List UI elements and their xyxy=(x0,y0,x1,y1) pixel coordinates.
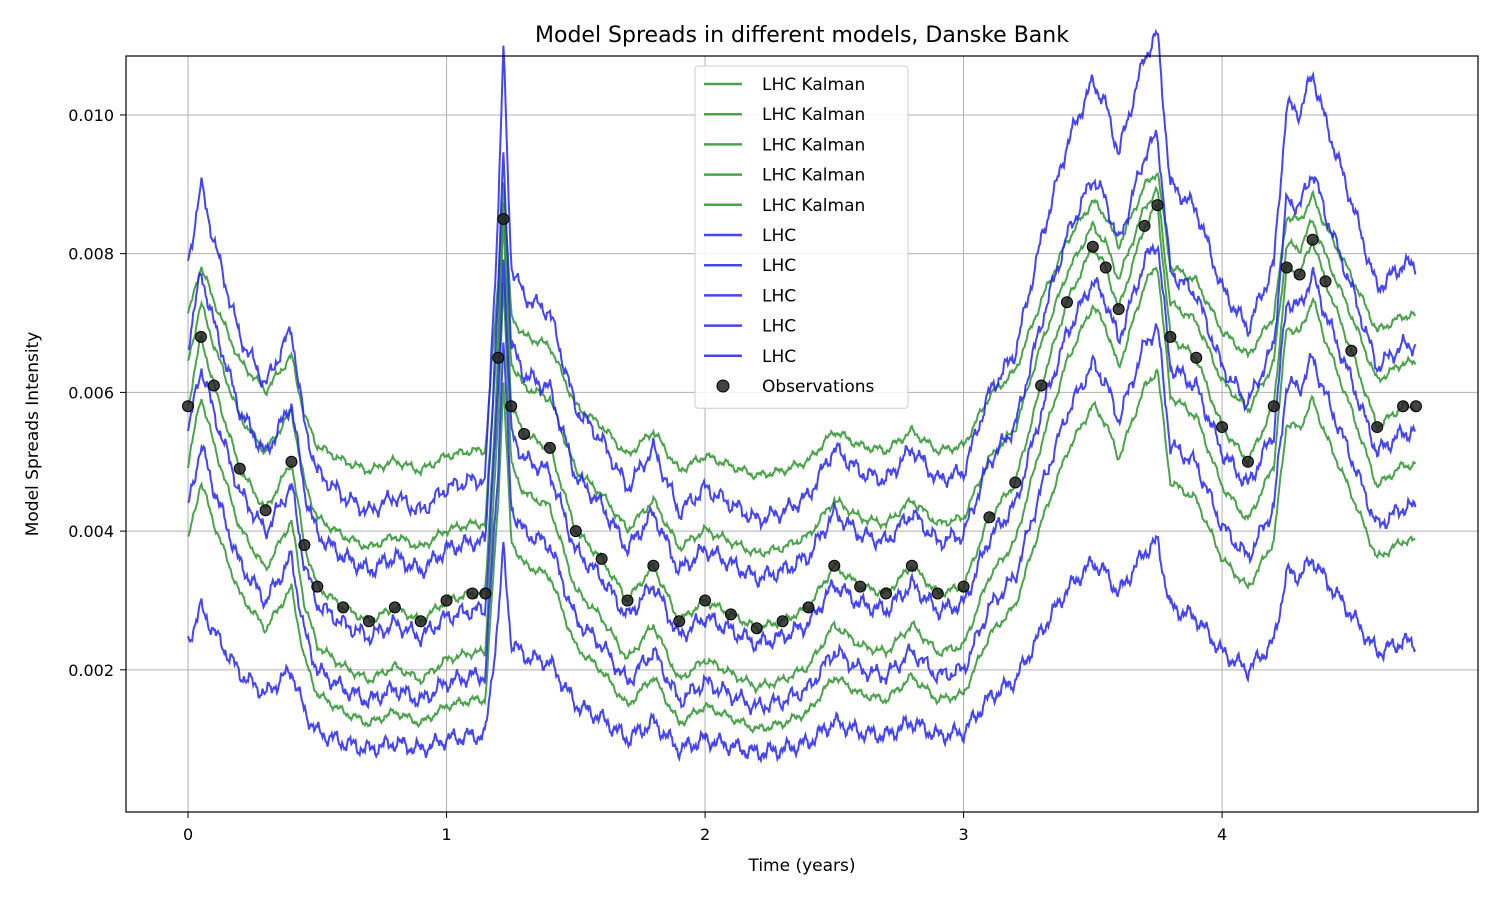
observation-point xyxy=(880,587,893,600)
legend-label: Observations xyxy=(762,377,875,397)
plot-frame xyxy=(125,55,1479,813)
observation-point xyxy=(298,538,311,551)
series-line-10 xyxy=(187,534,1417,765)
observation-point xyxy=(311,580,324,593)
observation-point xyxy=(828,559,841,572)
observation-point xyxy=(724,608,737,621)
y-tick-label: 0.008 xyxy=(68,245,114,264)
observation-point xyxy=(957,580,970,593)
observation-point xyxy=(1151,199,1164,212)
y-tick-label: 0.006 xyxy=(68,383,114,402)
observation-point xyxy=(750,622,763,635)
chart-title: Model Spreads in different models, Dansk… xyxy=(535,23,1069,48)
series-layer xyxy=(187,28,1417,765)
observation-point xyxy=(1035,379,1048,392)
series-line-9 xyxy=(187,323,1417,717)
legend-label: LHC Kalman xyxy=(762,105,865,125)
x-tick-label: 1 xyxy=(441,825,451,844)
legend-label: LHC xyxy=(762,286,796,306)
y-axis-label: Model Spreads Intensity xyxy=(23,332,43,537)
observation-point xyxy=(621,594,634,607)
observation-point xyxy=(1267,400,1280,413)
y-tick-label: 0.010 xyxy=(68,106,114,125)
observation-point xyxy=(1060,296,1073,309)
observation-point xyxy=(497,212,510,225)
series-line-1 xyxy=(187,172,1417,481)
observation-point xyxy=(1190,351,1203,364)
observation-point xyxy=(492,351,505,364)
x-tick-label: 0 xyxy=(183,825,193,844)
observation-point xyxy=(233,462,246,475)
observation-point xyxy=(1138,219,1151,232)
observation-point xyxy=(1345,344,1358,357)
observation-point xyxy=(362,615,375,628)
observation-point xyxy=(207,379,220,392)
legend-swatch xyxy=(716,379,730,393)
observation-point xyxy=(931,587,944,600)
observation-point xyxy=(569,525,582,538)
observation-point xyxy=(673,615,686,628)
legend-label: LHC Kalman xyxy=(762,196,865,216)
observation-point xyxy=(1371,421,1384,434)
x-tick-label: 4 xyxy=(1217,825,1227,844)
observation-point xyxy=(854,580,867,593)
observation-point xyxy=(479,587,492,600)
legend-label: LHC xyxy=(762,317,796,337)
observation-point xyxy=(595,552,608,565)
legend-box xyxy=(694,65,909,409)
observation-point xyxy=(1409,400,1422,413)
observation-point xyxy=(1280,261,1293,274)
legend-label: LHC xyxy=(762,347,796,367)
observation-point xyxy=(1306,233,1319,246)
observation-point xyxy=(388,601,401,614)
observation-point xyxy=(1112,303,1125,316)
observation-point xyxy=(1164,330,1177,343)
observation-point xyxy=(466,587,479,600)
series-line-7 xyxy=(187,129,1417,589)
x-tick-label: 2 xyxy=(700,825,710,844)
observation-point xyxy=(1293,268,1306,281)
observation-point xyxy=(802,601,815,614)
observation-point xyxy=(1397,400,1410,413)
legend-label: LHC Kalman xyxy=(762,166,865,186)
observation-point xyxy=(505,400,518,413)
legend-label: LHC xyxy=(762,256,796,276)
observation-point xyxy=(337,601,350,614)
observation-point xyxy=(182,400,195,413)
observations-layer xyxy=(182,199,1422,635)
observation-point xyxy=(1319,275,1332,288)
legend-label: LHC Kalman xyxy=(762,75,865,95)
legend-label: LHC xyxy=(762,226,796,246)
legend: LHC Kalman LHC Kalman LHC Kalman LHC Kalman… xyxy=(694,65,909,409)
observation-point xyxy=(1241,455,1254,468)
observation-point xyxy=(543,441,556,454)
series-line-8 xyxy=(187,242,1417,654)
observation-point xyxy=(983,511,996,524)
observation-point xyxy=(776,615,789,628)
observation-point xyxy=(1099,261,1112,274)
observation-point xyxy=(699,594,712,607)
observation-point xyxy=(905,559,918,572)
x-axis-label: Time (years) xyxy=(747,856,855,876)
observation-point xyxy=(285,455,298,468)
observation-point xyxy=(1086,240,1099,253)
observation-point xyxy=(194,330,207,343)
ticks: 0 1 2 3 4 0.002 0.004 0.006 0.008 0.010 xyxy=(68,106,1227,844)
x-tick-label: 3 xyxy=(958,825,968,844)
y-tick-label: 0.002 xyxy=(68,661,114,680)
series-line-5 xyxy=(187,367,1416,734)
observation-point xyxy=(1216,421,1229,434)
legend-label: LHC Kalman xyxy=(762,135,865,155)
observation-point xyxy=(414,615,427,628)
observation-point xyxy=(259,504,272,517)
observation-point xyxy=(1009,476,1022,489)
observation-point xyxy=(440,594,453,607)
series-line-6 xyxy=(187,28,1417,532)
series-line-2 xyxy=(187,185,1417,558)
observation-point xyxy=(647,559,660,572)
observation-point xyxy=(518,428,531,440)
y-tick-label: 0.004 xyxy=(68,522,114,541)
series-line-4 xyxy=(187,266,1417,695)
